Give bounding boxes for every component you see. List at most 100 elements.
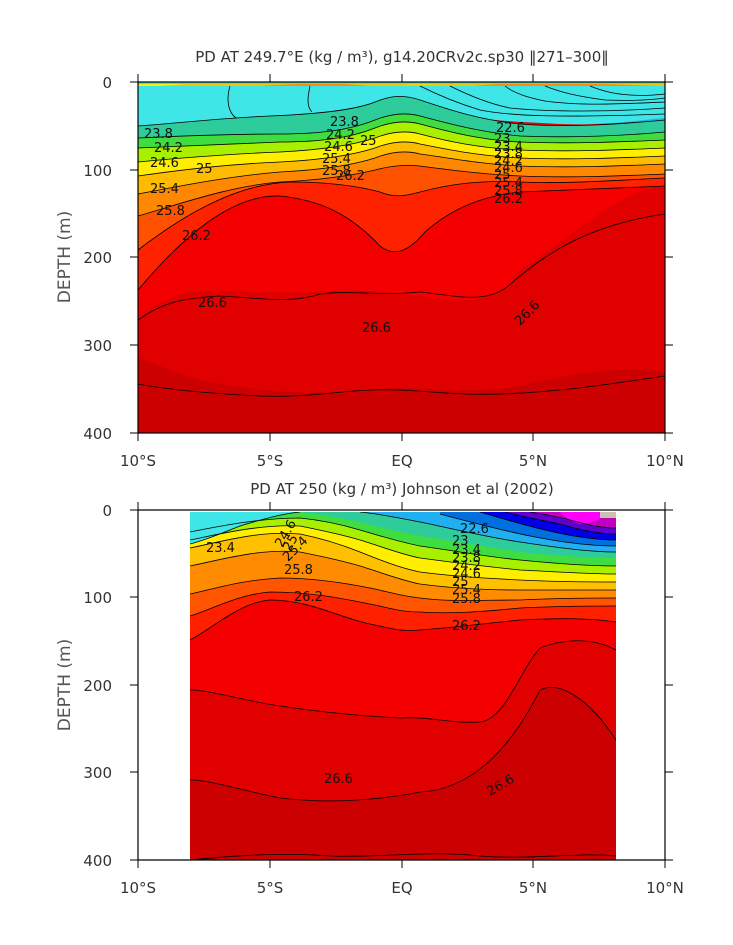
fill-band-25-4: [138, 141, 665, 194]
clabel: 24.6: [452, 567, 481, 582]
fill-23-4: [190, 512, 300, 544]
line-21-8: [479, 512, 616, 541]
clabel: 26.2: [294, 590, 323, 605]
clabel: 25.8: [156, 204, 185, 219]
xtick-label: 5°S: [257, 452, 284, 470]
clabel: 25.4: [150, 182, 179, 197]
line-26-2: [190, 591, 616, 617]
clabel: 23: [452, 534, 469, 549]
clabel: 25.4: [494, 176, 523, 191]
clabel: 25.8: [322, 164, 351, 179]
ytick-label: 400: [83, 852, 112, 870]
clabel: 23.8: [494, 147, 523, 162]
line-21-8: [504, 85, 665, 105]
ytick-label: 200: [83, 249, 112, 267]
clabel: 26.2: [452, 619, 481, 634]
line-23-0a: [227, 85, 237, 119]
clabel: 24.2: [154, 141, 183, 156]
line-25-8: [190, 577, 616, 601]
clabel: 25.8: [284, 563, 313, 578]
clabel: 25: [452, 575, 469, 590]
fill-band-24-6: [138, 121, 665, 162]
clabel: 25.4: [322, 152, 351, 167]
line-23-4: [190, 512, 301, 545]
xtick-label: 5°S: [257, 879, 284, 897]
clabel: 23.4: [206, 541, 235, 556]
xtick-label: 10°S: [120, 452, 156, 470]
line-21-0: [529, 512, 616, 529]
clabel: 26.2: [336, 169, 365, 184]
top-title: PD AT 249.7°E (kg / m³), g14.20CRv2c.sp3…: [195, 48, 609, 66]
top-panel: PD AT 249.7°E (kg / m³), g14.20CRv2c.sp3…: [55, 48, 684, 470]
top-ytick-labels: 0 100 200 300 400: [83, 74, 112, 443]
clabel: 25.8: [452, 592, 481, 607]
xtick-label: 5°N: [519, 879, 547, 897]
clabel: 23.8: [330, 115, 359, 130]
xtick-label: EQ: [391, 452, 412, 470]
clabel: 25: [280, 532, 301, 554]
ytick-label: 100: [83, 589, 112, 607]
line-22-2: [439, 513, 616, 547]
clabel: 24.6: [150, 156, 179, 171]
clabel: 26.2: [494, 192, 523, 207]
xtick-label: 10°S: [120, 879, 156, 897]
line-23-4: [138, 96, 665, 127]
clabel: 24.2: [452, 559, 481, 574]
line-25: [190, 532, 616, 583]
line-25-8: [138, 164, 665, 217]
clabel: 26.2: [182, 229, 211, 244]
bottom-ytick-labels: 0 100 200 300 400: [83, 502, 112, 870]
xtick-label: 10°N: [646, 879, 684, 897]
clabel: 25.8: [494, 184, 523, 199]
clabel: 24.6: [324, 140, 353, 155]
xtick-label: 5°N: [519, 452, 547, 470]
bottom-panel: PD AT 250 (kg / m³) Johnson et al (2002): [55, 480, 684, 897]
line-22-2: [449, 85, 665, 112]
clabel: 24.2: [494, 154, 523, 169]
top-ticks: [130, 74, 673, 441]
bottom-xtick-labels: 10°S 5°S EQ 5°N 10°N: [120, 879, 684, 897]
clabel: 23: [494, 132, 511, 147]
clabel: 25: [196, 162, 213, 177]
clabel: 26.6: [362, 321, 391, 336]
clabel: 26.6: [198, 296, 227, 311]
ytick-label: 300: [83, 337, 112, 355]
line-21-0: [589, 85, 665, 96]
clabel: 26.6: [324, 772, 353, 787]
fill-band-26-2: [138, 165, 665, 250]
line-26-2: [138, 185, 665, 291]
line-23-0b: [307, 85, 313, 113]
line-22-6: [359, 512, 616, 553]
line-25-4: [190, 550, 616, 591]
top-contour-fill: [138, 82, 665, 433]
clabel: 24.6: [494, 161, 523, 176]
clabel: 22.6: [496, 121, 525, 136]
line-23-8: [138, 113, 665, 139]
clabel: 23.4: [452, 543, 481, 558]
ytick-label: 200: [83, 677, 112, 695]
bottom-contour-fill: [190, 512, 616, 860]
xtick-label: 10°N: [646, 452, 684, 470]
clabel: 25: [360, 134, 377, 149]
fill-band-23-8: [138, 96, 665, 138]
ytick-label: 0: [102, 502, 112, 520]
line-24-2: [138, 121, 665, 149]
line-27: [190, 853, 616, 860]
line-24-2: [190, 517, 616, 567]
line-24-6: [190, 525, 616, 575]
ytick-label: 300: [83, 764, 112, 782]
line-26-8: [138, 375, 665, 397]
ytick-label: 0: [102, 74, 112, 92]
line-22-6: [419, 85, 665, 117]
line-26-4: [190, 599, 616, 641]
fill-missing: [600, 512, 616, 518]
clabel: 24.2: [326, 128, 355, 143]
line-21-4: [544, 85, 665, 101]
bottom-contour-lines: [190, 512, 616, 860]
top-y-axis-label: DEPTH (m): [55, 211, 75, 303]
clabel: 25: [494, 168, 511, 183]
clabel: 25.4: [452, 583, 481, 598]
top-contour-labels: 23.8 24.2 24.6 25 25.4 25.8 26.2 26.6 26…: [144, 115, 543, 336]
clabel: 23.8: [452, 551, 481, 566]
